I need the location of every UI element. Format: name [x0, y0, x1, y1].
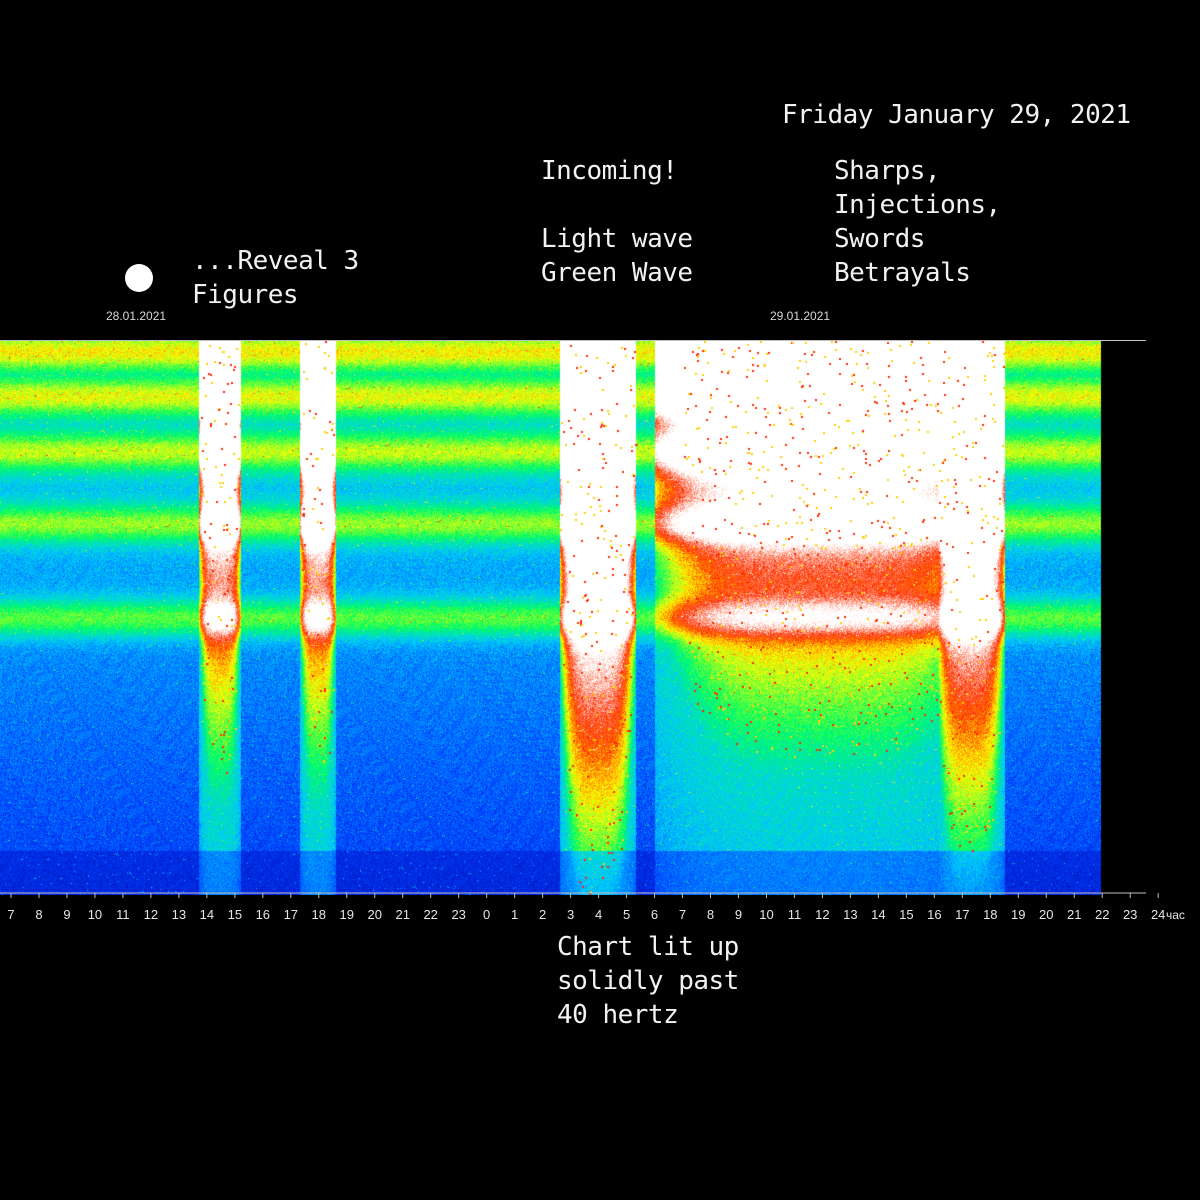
- x-tick-label: 8: [35, 907, 42, 922]
- x-tick-label: 13: [843, 907, 857, 922]
- date-label-start: 28.01.2021: [106, 309, 167, 323]
- x-tick-label: 23: [451, 907, 465, 922]
- x-tick-label: 7: [679, 907, 686, 922]
- date-label-end: 29.01.2021: [770, 309, 831, 323]
- x-tick-label: 18: [983, 907, 997, 922]
- x-tick-label: 21: [1067, 907, 1081, 922]
- x-tick-label: 1: [511, 907, 518, 922]
- spectrogram-canvas: [0, 341, 1146, 895]
- x-tick-label: 20: [368, 907, 382, 922]
- annotation-betrayals: Betrayals: [834, 258, 971, 288]
- date-heading: Friday January 29, 2021: [782, 100, 1131, 130]
- x-tick-label: 12: [815, 907, 829, 922]
- annotation-figures: Figures: [192, 280, 299, 310]
- x-tick-label: 9: [735, 907, 742, 922]
- x-tick-label: 16: [927, 907, 941, 922]
- x-tick-label: 15: [899, 907, 913, 922]
- spectrogram-plot: [0, 340, 1146, 895]
- x-tick-label: 10: [88, 907, 102, 922]
- x-tick-label: 9: [63, 907, 70, 922]
- x-tick-label: 20: [1039, 907, 1053, 922]
- x-tick-label: 17: [284, 907, 298, 922]
- full-moon-icon: [125, 264, 153, 292]
- x-tick-label: 10: [759, 907, 773, 922]
- annotation-light-wave: Light wave: [541, 224, 693, 254]
- x-tick-label: 19: [340, 907, 354, 922]
- x-tick-label: 4: [595, 907, 602, 922]
- x-tick-label: 5: [623, 907, 630, 922]
- x-tick-label: 16: [256, 907, 270, 922]
- x-tick-label: 8: [707, 907, 714, 922]
- annotation-green-wave: Green Wave: [541, 258, 693, 288]
- x-tick-label: 17: [955, 907, 969, 922]
- annotation-chart-lit-3: 40 hertz: [557, 1000, 679, 1030]
- x-tick-label: 22: [1095, 907, 1109, 922]
- x-tick-label: 19: [1011, 907, 1025, 922]
- x-tick-label: 22: [423, 907, 437, 922]
- x-tick-label: 7: [7, 907, 14, 922]
- x-tick-label: 24: [1151, 907, 1165, 922]
- x-tick-label: 11: [788, 907, 802, 922]
- x-tick-label: 6: [651, 907, 658, 922]
- x-tick-label: 23: [1123, 907, 1137, 922]
- annotation-injections: Injections,: [834, 190, 1001, 220]
- annotation-swords: Swords: [834, 224, 925, 254]
- x-tick-label: 21: [395, 907, 409, 922]
- x-tick-label: 11: [116, 907, 130, 922]
- x-tick-label: 13: [172, 907, 186, 922]
- annotation-reveal: ...Reveal 3: [192, 246, 359, 276]
- annotation-sharps: Sharps,: [834, 156, 941, 186]
- x-axis: 7 8 9 10 11 12 13 14 15 16 17 18 19 20 21 22 23 0 1 2 3 4 5 6 7 8…: [0, 892, 1185, 922]
- x-tick-label: 3: [567, 907, 574, 922]
- x-tick-label: 18: [312, 907, 326, 922]
- x-tick-label: 14: [871, 907, 885, 922]
- annotation-chart-lit-1: Chart lit up: [557, 932, 739, 962]
- x-tick-label: 0: [483, 907, 490, 922]
- x-tick-label: 12: [144, 907, 158, 922]
- x-tick-label: 2: [539, 907, 546, 922]
- annotation-incoming: Incoming!: [541, 156, 678, 186]
- x-tick-label: 15: [228, 907, 242, 922]
- x-unit-label: час: [1166, 908, 1185, 922]
- x-tick-label: 14: [200, 907, 214, 922]
- annotation-chart-lit-2: solidly past: [557, 966, 739, 996]
